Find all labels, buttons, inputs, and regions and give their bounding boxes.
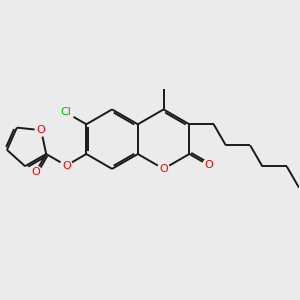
Circle shape bbox=[60, 160, 72, 172]
Text: O: O bbox=[32, 167, 40, 177]
Text: O: O bbox=[37, 125, 46, 135]
Text: O: O bbox=[159, 164, 168, 174]
Circle shape bbox=[158, 163, 169, 175]
Text: Cl: Cl bbox=[60, 107, 71, 117]
Circle shape bbox=[203, 159, 214, 171]
Circle shape bbox=[30, 166, 42, 178]
Circle shape bbox=[35, 124, 47, 136]
Text: O: O bbox=[62, 160, 70, 171]
Circle shape bbox=[57, 104, 74, 121]
Text: O: O bbox=[204, 160, 213, 170]
